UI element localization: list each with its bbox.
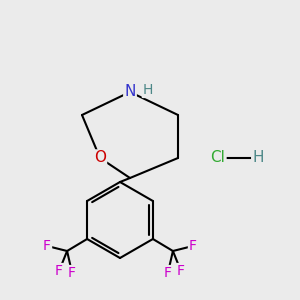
Text: H: H xyxy=(252,151,264,166)
Text: F: F xyxy=(177,264,185,278)
Text: F: F xyxy=(189,239,197,253)
Text: F: F xyxy=(164,266,172,280)
Text: F: F xyxy=(43,239,51,253)
Text: O: O xyxy=(94,151,106,166)
Text: F: F xyxy=(55,264,63,278)
Text: N: N xyxy=(124,85,136,100)
Text: H: H xyxy=(143,83,153,97)
Text: F: F xyxy=(68,266,76,280)
Text: Cl: Cl xyxy=(211,151,225,166)
